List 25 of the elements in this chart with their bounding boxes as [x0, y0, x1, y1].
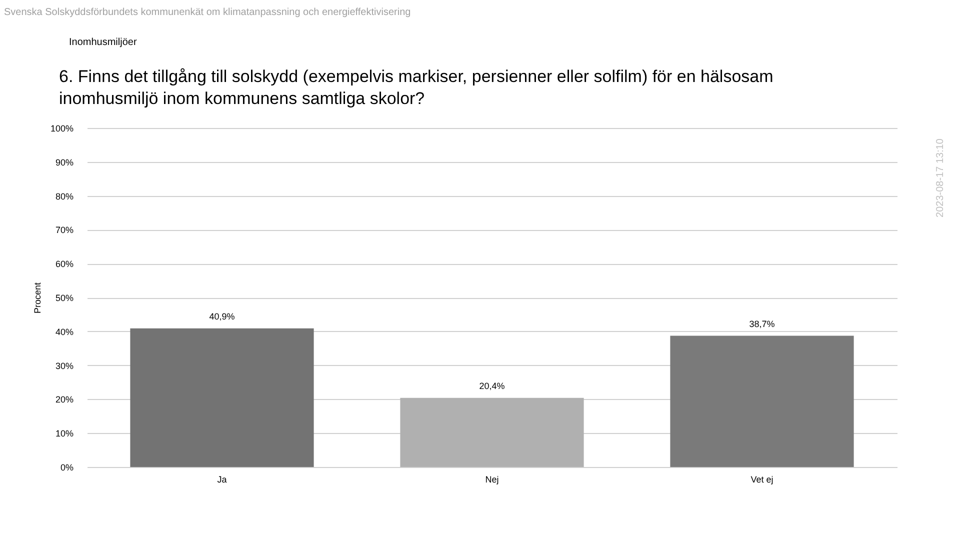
- text: 2023-08-17 13:10: [935, 138, 946, 218]
- y-tick-label: 60%: [55, 259, 74, 270]
- y-tick-label: 50%: [55, 293, 74, 303]
- bar: [130, 328, 314, 467]
- data-label: 38,7%: [749, 318, 775, 329]
- y-tick-label: 80%: [55, 191, 74, 202]
- y-axis-title: Procent: [32, 282, 42, 314]
- y-tick-label: 10%: [55, 428, 74, 439]
- y-tick-label: 70%: [55, 225, 74, 236]
- data-label: 20,4%: [479, 380, 505, 391]
- x-tick-label: Ja: [217, 474, 227, 484]
- y-tick-label: 90%: [55, 157, 74, 168]
- x-tick-label: Vet ej: [750, 474, 774, 484]
- y-tick-label: 0%: [60, 462, 74, 472]
- chart-title: 6. Finns det tillgång till solskydd (exempelvis markiser, persienner eller solfilm) för en hälsosam inomhusmiljö inom kommunens samtliga skolor?: [59, 67, 774, 108]
- bar: [400, 398, 584, 467]
- y-tick-label: 100%: [50, 124, 74, 134]
- data-label: 40,9%: [209, 311, 235, 322]
- x-tick-label: Nej: [485, 474, 499, 484]
- y-tick-label: 40%: [55, 326, 74, 337]
- bar: [670, 336, 854, 467]
- y-tick-label: 20%: [55, 394, 74, 405]
- y-tick-label: 30%: [55, 360, 74, 371]
- chart-subtitle: Inomhusmiljöer: [69, 37, 138, 48]
- text: Svenska Solskyddsförbundets kommunenkät om klimatanpassning och energieffektivisering: [4, 7, 411, 18]
